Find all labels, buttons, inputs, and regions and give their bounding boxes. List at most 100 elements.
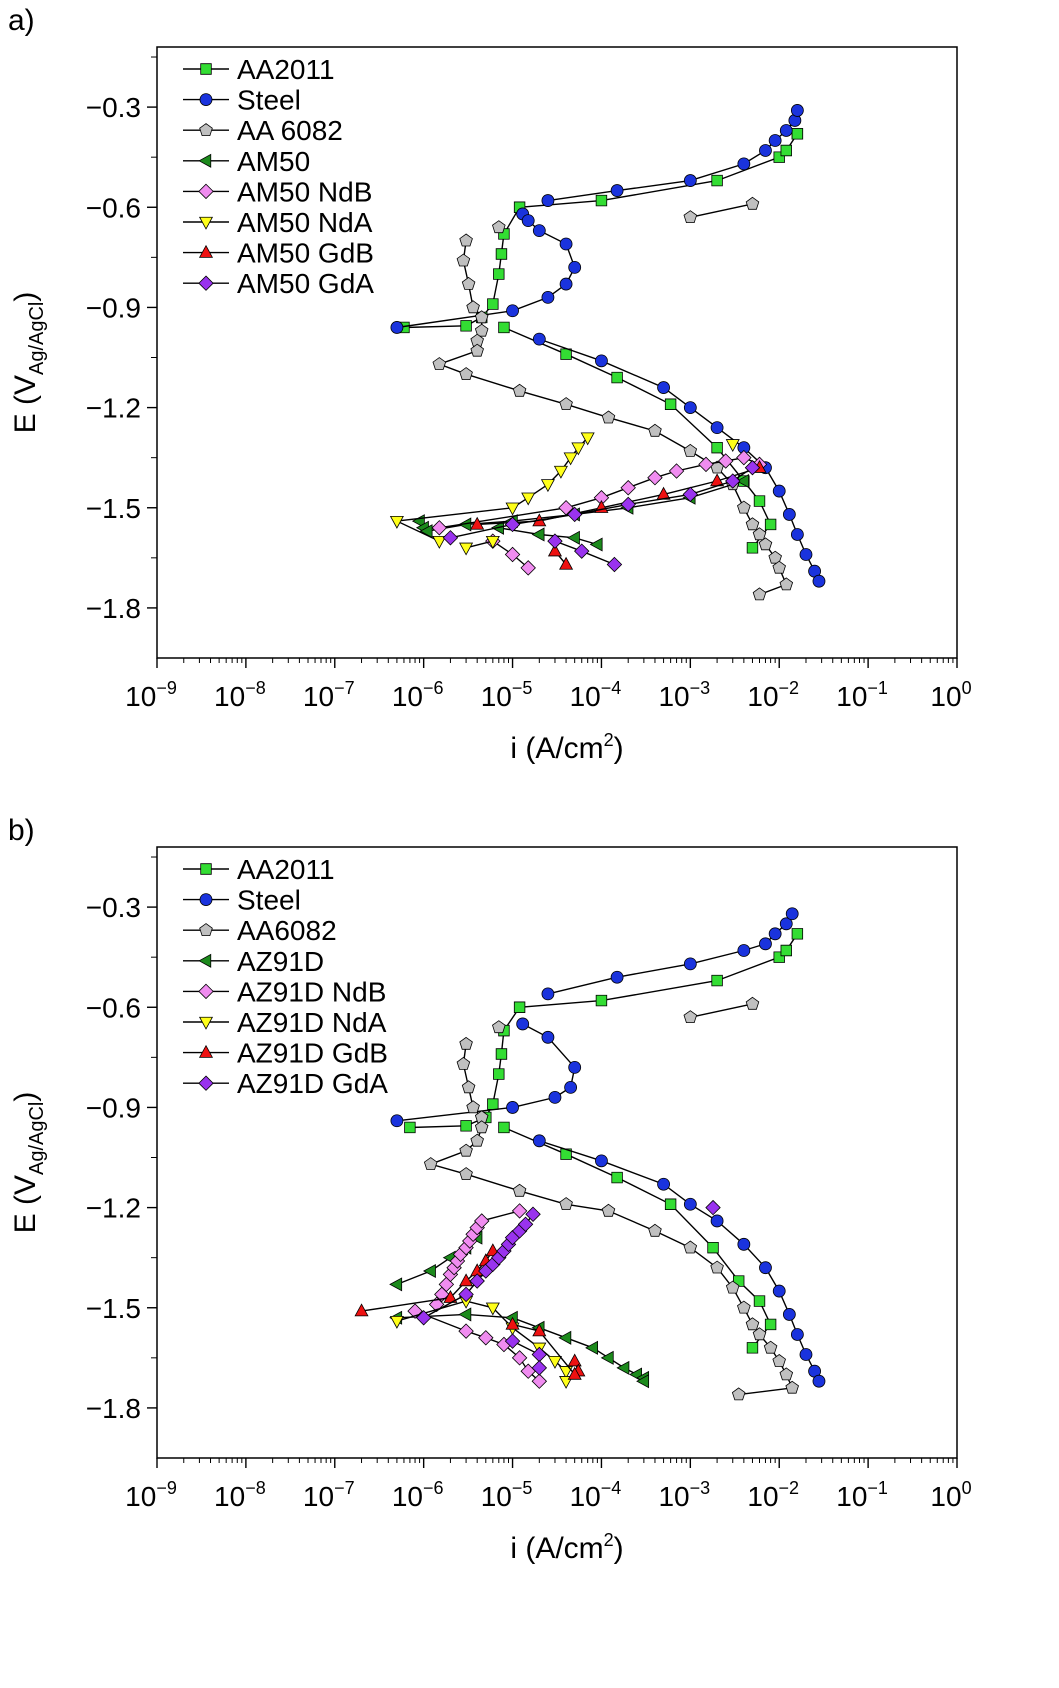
data-point bbox=[432, 535, 447, 549]
data-point bbox=[611, 371, 623, 384]
data-point bbox=[495, 1048, 508, 1060]
series-az91d-nda bbox=[389, 1295, 574, 1389]
x-tick-label: 100 bbox=[930, 1478, 971, 1512]
y-tick-label: −0.6 bbox=[86, 192, 141, 223]
data-point bbox=[780, 144, 792, 157]
data-point bbox=[753, 495, 766, 507]
x-tick-label: 10−6 bbox=[392, 678, 444, 712]
data-point bbox=[668, 463, 685, 479]
data-point bbox=[725, 1280, 740, 1294]
legend-entry: Steel bbox=[183, 85, 301, 116]
data-point bbox=[616, 1360, 630, 1375]
data-point bbox=[785, 907, 799, 921]
legend-label: AM50 GdB bbox=[237, 238, 374, 269]
x-tick-label: 10−7 bbox=[303, 1478, 355, 1512]
data-point bbox=[541, 194, 555, 207]
x-tick-label: 10−2 bbox=[747, 1478, 799, 1512]
data-point bbox=[620, 496, 636, 513]
data-point bbox=[415, 1310, 432, 1326]
data-point bbox=[683, 1197, 697, 1211]
data-point bbox=[459, 1143, 473, 1157]
legend-label: AA6082 bbox=[237, 915, 337, 946]
legend-label: AZ91D GdA bbox=[237, 1068, 388, 1099]
legend-label: AM50 bbox=[237, 146, 310, 177]
x-tick-label: 10−3 bbox=[658, 1478, 710, 1512]
data-point bbox=[574, 543, 590, 559]
legend-marker bbox=[198, 983, 214, 1000]
data-point bbox=[711, 974, 723, 987]
data-point bbox=[768, 134, 782, 147]
series-aa6082 bbox=[423, 996, 799, 1401]
data-point bbox=[791, 128, 804, 140]
data-point bbox=[506, 1101, 519, 1114]
x-tick-label: 10−9 bbox=[125, 1478, 177, 1512]
legend-entry: AZ91D NdB bbox=[183, 976, 386, 1007]
legend-marker bbox=[199, 93, 213, 106]
legend-label: AM50 NdA bbox=[237, 207, 373, 238]
data-point bbox=[505, 1316, 520, 1330]
data-point bbox=[390, 321, 404, 334]
data-point bbox=[559, 1197, 573, 1210]
data-point bbox=[610, 184, 624, 197]
data-point bbox=[460, 1120, 472, 1132]
data-point bbox=[683, 401, 697, 414]
data-point bbox=[746, 1342, 759, 1354]
x-tick-label: 10−4 bbox=[570, 1478, 622, 1512]
data-point bbox=[492, 1020, 506, 1034]
data-point bbox=[512, 383, 527, 397]
data-point bbox=[772, 1354, 786, 1367]
data-point bbox=[568, 260, 582, 274]
data-point bbox=[752, 527, 767, 541]
data-point bbox=[710, 1260, 724, 1274]
data-point bbox=[532, 224, 546, 238]
data-point bbox=[567, 1366, 582, 1380]
x-axis-label: i (A/cm2) bbox=[510, 1530, 623, 1565]
data-point bbox=[647, 469, 663, 486]
data-point bbox=[487, 1098, 499, 1110]
x-tick-label: 10−8 bbox=[214, 678, 266, 712]
data-point bbox=[568, 1060, 582, 1074]
x-tick-label: 10−7 bbox=[303, 678, 355, 712]
data-point bbox=[636, 1374, 650, 1389]
series-az91d-gda bbox=[415, 1199, 721, 1376]
data-point bbox=[485, 535, 500, 549]
data-point bbox=[737, 944, 751, 957]
data-point bbox=[513, 1001, 526, 1013]
data-point bbox=[744, 459, 761, 476]
x-tick-label: 10−9 bbox=[125, 678, 177, 712]
data-point bbox=[458, 1286, 474, 1303]
data-point bbox=[389, 1315, 404, 1329]
data-point bbox=[422, 1263, 436, 1279]
series-az91d-gdb bbox=[354, 1243, 586, 1380]
x-tick-label: 10−3 bbox=[658, 678, 710, 712]
legend-marker bbox=[198, 153, 212, 168]
data-point bbox=[469, 1273, 485, 1289]
x-tick-label: 10−1 bbox=[836, 1478, 888, 1512]
x-tick-label: 10−4 bbox=[570, 678, 622, 712]
y-tick-label: −0.3 bbox=[86, 892, 141, 923]
y-tick-label: −1.8 bbox=[86, 593, 141, 624]
data-point bbox=[683, 443, 698, 457]
data-point bbox=[799, 548, 813, 561]
data-point bbox=[745, 196, 760, 210]
y-axis-label: E (VAg/AgCl) bbox=[9, 292, 48, 434]
data-point bbox=[431, 520, 448, 536]
data-point bbox=[571, 442, 586, 456]
data-point bbox=[531, 527, 545, 542]
x-tick-label: 10−5 bbox=[481, 678, 533, 712]
data-point bbox=[459, 542, 474, 556]
data-point bbox=[407, 1303, 423, 1319]
data-point bbox=[540, 479, 555, 493]
data-point bbox=[710, 1214, 724, 1228]
series-steel bbox=[390, 907, 826, 1388]
data-point bbox=[745, 1317, 760, 1331]
data-point bbox=[683, 1240, 698, 1254]
legend-marker bbox=[198, 1075, 214, 1091]
data-point bbox=[657, 1177, 670, 1191]
data-point bbox=[710, 421, 724, 435]
data-point bbox=[474, 310, 489, 324]
data-point bbox=[493, 268, 505, 280]
data-point bbox=[532, 1323, 547, 1337]
data-point bbox=[547, 1356, 562, 1369]
